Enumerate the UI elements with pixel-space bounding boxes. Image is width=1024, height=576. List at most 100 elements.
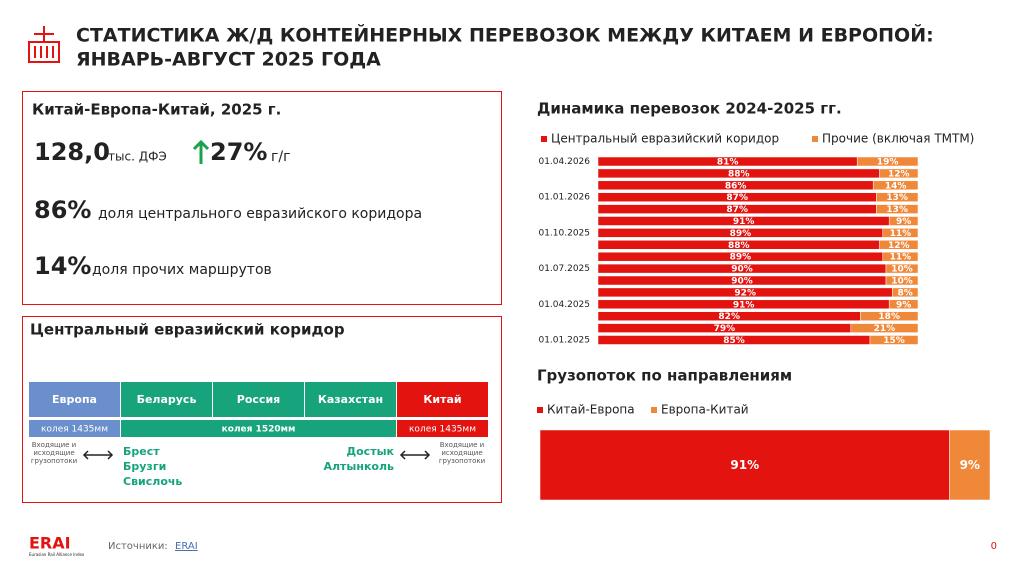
data-label: 87% [726, 193, 748, 203]
flows-right-text: Входящие и исходящие грузопотоки [438, 441, 486, 465]
data-label: 89% [730, 253, 752, 263]
country: Россия [237, 393, 280, 406]
data-label: 12% [888, 169, 910, 179]
data-label: 91% [733, 300, 755, 310]
data-label: 88% [728, 241, 750, 251]
legend-label: Прочие (включая ТМТМ) [822, 132, 974, 146]
legend-swatch [812, 136, 818, 142]
bar-segment [879, 168, 919, 179]
volume: 128,0 [34, 138, 110, 166]
data-label: 10% [891, 265, 913, 275]
bar-segment [949, 429, 991, 501]
bar-segment [869, 335, 919, 345]
data-label: 9% [960, 458, 980, 472]
data-label: 90% [731, 277, 753, 287]
summary-box [22, 91, 502, 305]
share-other: 14% [34, 252, 91, 280]
title: СТАТИСТИКА Ж/Д КОНТЕЙНЕРНЫХ ПЕРЕВОЗОК МЕ… [76, 24, 934, 47]
data-label: 19% [877, 158, 899, 168]
summary-title: Китай-Европа-Китай, 2025 г. [32, 101, 281, 119]
bar-segment [876, 204, 919, 214]
y-tick-label: 01.01.2025 [538, 336, 590, 346]
arrows [82, 450, 431, 460]
bar-segment [879, 240, 919, 250]
y-tick-label: 01.01.2026 [538, 193, 590, 203]
country: Казахстан [318, 393, 383, 406]
gauge: колея 1520мм [222, 425, 296, 435]
bar-segment [882, 251, 919, 262]
source-link[interactable]: ERAI [175, 541, 198, 552]
data-label: 82% [718, 312, 740, 322]
crossing: Достык [346, 445, 394, 458]
crossing: Свислочь [123, 475, 182, 488]
data-label: 81% [717, 158, 739, 168]
bar-segment [892, 287, 919, 298]
y-tick-label: 01.10.2025 [538, 228, 590, 238]
y-tick-label: 01.04.2025 [538, 300, 590, 310]
crossing: Брест [123, 445, 160, 458]
data-label: 9% [896, 300, 911, 310]
corridor-box [22, 316, 502, 503]
data-label: 8% [898, 288, 913, 298]
data-label: 92% [734, 288, 756, 298]
data-label: 87% [726, 205, 748, 215]
data-label: 11% [890, 253, 912, 263]
data-label: 90% [731, 265, 753, 275]
country: Китай [423, 393, 461, 406]
legend-label: Китай-Европа [547, 403, 635, 417]
bar-segment [885, 275, 919, 286]
data-label: 79% [714, 324, 736, 334]
legend-label: Центральный евразийский коридор [551, 132, 779, 146]
bar-segment [860, 311, 919, 321]
growth: 27% [210, 138, 267, 166]
bar-segment [539, 429, 950, 501]
share-central: 86% [34, 196, 91, 224]
growth-unit: г/г [271, 149, 290, 165]
logo-sub: Eurasian Rail Alliance Index [29, 552, 85, 557]
bar-segment [882, 228, 919, 238]
bar-segment [872, 180, 919, 191]
corridor-cells [29, 382, 488, 437]
volume-unit: тыс. ДФЭ [108, 150, 167, 164]
data-label: 88% [728, 169, 750, 179]
legend-swatch [537, 407, 543, 413]
data-label: 10% [891, 277, 913, 287]
flows-right: Входящие и исходящие грузопотоки [438, 441, 486, 465]
bar-segment [888, 216, 919, 226]
data-label: 85% [723, 336, 745, 346]
source-label: Источники: [108, 541, 168, 552]
share-other-text: доля прочих маршрутов [92, 262, 272, 278]
data-label: 13% [886, 193, 908, 203]
bar-segment [888, 299, 919, 310]
bar-segment [885, 263, 919, 274]
crossing: Алтынколь [323, 460, 394, 473]
gauge: колея 1435мм [409, 425, 476, 435]
country: Европа [52, 393, 97, 406]
data-label: 11% [890, 229, 912, 239]
gauge: колея 1435мм [41, 425, 108, 435]
bar-segment [850, 323, 919, 333]
legend-label: Европа-Китай [661, 403, 749, 417]
y-tick-label: 01.07.2025 [538, 264, 590, 274]
legend-swatch [651, 407, 657, 413]
data-label: 91% [733, 217, 755, 227]
data-label: 14% [885, 181, 907, 191]
data-label: 12% [888, 241, 910, 251]
data-label: 15% [883, 336, 905, 346]
logo: ERAI [29, 534, 71, 553]
share-central-text: доля центрального евразийского коридора [98, 206, 422, 222]
data-label: 9% [896, 217, 911, 227]
data-label: 89% [730, 229, 752, 239]
data-label: 13% [886, 205, 908, 215]
header-icon [28, 26, 60, 63]
bar-segment [856, 156, 919, 167]
data-label: 21% [874, 324, 896, 334]
crossing: Брузги [123, 460, 166, 473]
data-label: 18% [878, 312, 900, 322]
data-label: 91% [730, 458, 759, 472]
corridor-title: Центральный евразийский коридор [30, 321, 345, 339]
y-tick-label: 01.04.2026 [538, 157, 590, 167]
bar-segment [876, 192, 919, 202]
data-label: 86% [725, 181, 747, 191]
